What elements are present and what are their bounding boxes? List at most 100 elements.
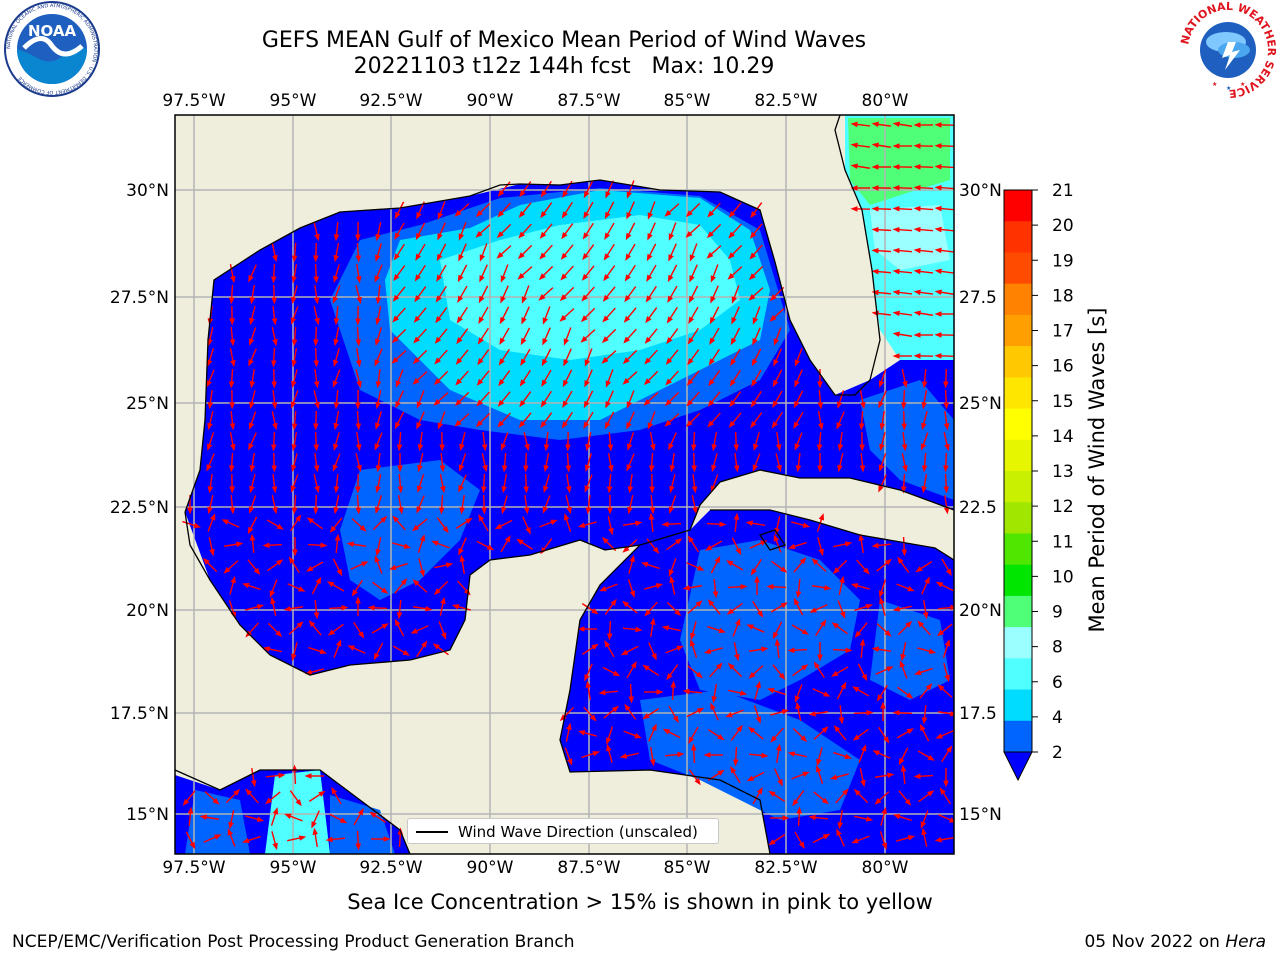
wave-arrow: [416, 495, 425, 514]
wave-arrow: [666, 601, 682, 617]
wave-arrow: [458, 474, 467, 493]
wave-arrow: [456, 306, 468, 324]
wave-arrow: [726, 560, 744, 571]
wave-arrow: [667, 264, 678, 283]
wave-arrow: [649, 494, 656, 515]
wave-arrow: [728, 223, 742, 239]
wave-arrow: [878, 369, 887, 388]
wave-arrow: [375, 327, 383, 346]
wave-arrow: [836, 828, 845, 847]
wave-arrow: [730, 348, 741, 366]
wave-arrow: [832, 647, 853, 654]
wave-arrow: [207, 495, 214, 515]
wave-arrow: [648, 642, 657, 661]
wave-arrow: [892, 247, 913, 254]
wave-arrow: [919, 683, 933, 699]
wave-arrow: [753, 705, 762, 724]
wave-arrow: [935, 581, 954, 592]
wave-arrow: [917, 750, 935, 761]
wave-arrow: [604, 411, 615, 430]
wave-arrow: [728, 202, 742, 218]
wave-arrow: [392, 645, 410, 656]
wave-arrow: [599, 583, 618, 592]
wave-arrow: [373, 642, 384, 661]
wave-arrow: [732, 618, 741, 637]
wave-arrow: [561, 201, 573, 219]
wave-arrow: [333, 348, 340, 368]
wave-arrow: [481, 494, 487, 515]
wave-arrow: [941, 745, 953, 763]
wave-arrow: [934, 163, 954, 170]
wave-arrow: [522, 516, 531, 535]
chart-title: GEFS MEAN Gulf of Mexico Mean Period of …: [164, 28, 964, 80]
wave-arrow: [850, 583, 870, 590]
wave-arrow: [394, 578, 408, 594]
wave-arrow: [813, 661, 825, 679]
wave-arrow: [313, 242, 319, 263]
wave-arrow: [333, 221, 340, 242]
svg-text:80°W: 80°W: [862, 858, 909, 878]
wave-arrow: [730, 766, 741, 784]
wave-arrow: [497, 412, 511, 428]
wave-arrow: [817, 537, 824, 557]
wave-arrow: [711, 683, 718, 704]
wave-arrow: [793, 597, 804, 616]
wave-arrow: [500, 264, 509, 283]
wave-arrow: [375, 537, 382, 557]
wave-arrow: [333, 639, 342, 658]
wave-arrow: [439, 452, 446, 473]
wave-arrow: [375, 306, 382, 326]
wave-arrow: [794, 369, 803, 388]
wave-arrow: [372, 515, 388, 531]
period-zone-2-4s: [680, 540, 860, 700]
wave-arrow: [543, 453, 550, 473]
wave-arrow: [649, 746, 656, 767]
wave-arrow: [687, 600, 703, 614]
wave-arrow: [221, 519, 240, 528]
wave-arrow: [327, 623, 344, 636]
wave-arrow: [313, 263, 320, 284]
wave-arrow: [619, 752, 639, 759]
wave-arrow: [313, 222, 320, 242]
wave-arrow: [934, 268, 954, 275]
wave-arrow: [707, 202, 721, 218]
wave-arrow: [389, 562, 408, 571]
wave-arrow: [934, 289, 954, 296]
wave-arrow: [270, 807, 279, 826]
wave-arrow: [333, 432, 340, 452]
wave-arrow: [332, 285, 341, 304]
wave-arrow: [727, 583, 748, 590]
wave-arrow: [686, 707, 705, 718]
wave-arrow: [892, 226, 913, 233]
wave-arrow: [499, 327, 510, 345]
wave-arrow: [669, 575, 676, 595]
wave-arrow: [874, 791, 890, 805]
wave-arrow: [691, 452, 697, 473]
wave-arrow: [417, 453, 424, 473]
wave-arrow: [355, 494, 362, 515]
wave-arrow: [271, 473, 278, 494]
wave-arrow: [540, 390, 552, 408]
colorbar-tick-label: 9: [1052, 603, 1063, 623]
colorbar-segment: [1004, 221, 1032, 253]
wave-arrow: [249, 533, 256, 554]
wave-arrow: [434, 562, 454, 569]
wave-arrow: [773, 534, 782, 553]
svg-text:82.5°W: 82.5°W: [754, 858, 817, 878]
wave-arrow: [937, 623, 953, 637]
wave-arrow: [688, 285, 699, 304]
wave-arrow: [897, 620, 913, 636]
wave-arrow: [918, 790, 935, 803]
wave-arrow: [858, 744, 867, 763]
wave-arrow: [836, 411, 845, 430]
title-line-1: GEFS MEAN Gulf of Mexico Mean Period of …: [261, 28, 867, 53]
wave-arrow: [728, 689, 748, 696]
wave-arrow: [775, 743, 782, 764]
wave-arrow: [813, 791, 829, 805]
wave-arrow: [375, 495, 383, 514]
wave-arrow: [670, 680, 677, 701]
wave-arrow: [838, 704, 845, 725]
wave-arrow: [752, 453, 761, 472]
wave-arrow: [644, 601, 658, 617]
